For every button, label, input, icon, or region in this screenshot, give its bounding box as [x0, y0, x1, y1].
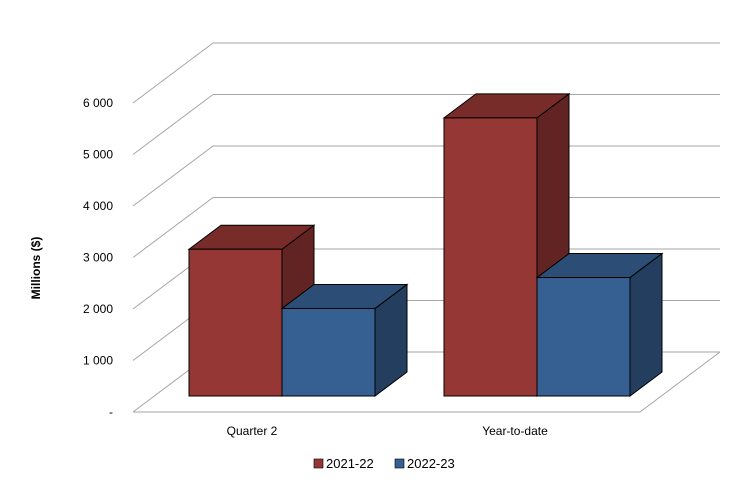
x-axis-tick-labels: Quarter 2 Year-to-date	[227, 424, 548, 438]
y-axis-tick-labels: - 1 000 2 000 3 000 4 000 5 000 6 000	[83, 96, 113, 419]
legend-swatch-2021-22	[313, 458, 324, 469]
legend-label-2021-22: 2021-22	[326, 456, 374, 471]
chart-bars	[187, 92, 664, 397]
y-tick-label: 6 000	[83, 96, 113, 110]
x-tick-label: Quarter 2	[227, 424, 278, 438]
y-tick-label: 1 000	[83, 354, 113, 368]
gridline-diagonal	[132, 42, 214, 104]
y-tick-label: 5 000	[83, 148, 113, 162]
y-tick-label: -	[109, 405, 113, 419]
legend-label-2022-23: 2022-23	[407, 456, 455, 471]
bar-quarter-2-2022-23	[280, 283, 409, 397]
floor-side-edge	[639, 351, 721, 413]
gridline-diagonal	[132, 94, 214, 155]
x-tick-label: Year-to-date	[482, 424, 548, 438]
y-tick-label: 2 000	[83, 302, 113, 316]
chart-legend: 2021-22 2022-23	[313, 456, 455, 471]
bar-year-to-date-2022-23	[535, 252, 664, 397]
legend-swatch-2022-23	[394, 458, 405, 469]
gridline-diagonal	[132, 145, 214, 207]
gridline-diagonal	[132, 197, 214, 258]
y-tick-label: 4 000	[83, 199, 113, 213]
y-axis-title: Millions ($)	[29, 237, 43, 300]
y-tick-label: 3 000	[83, 251, 113, 265]
